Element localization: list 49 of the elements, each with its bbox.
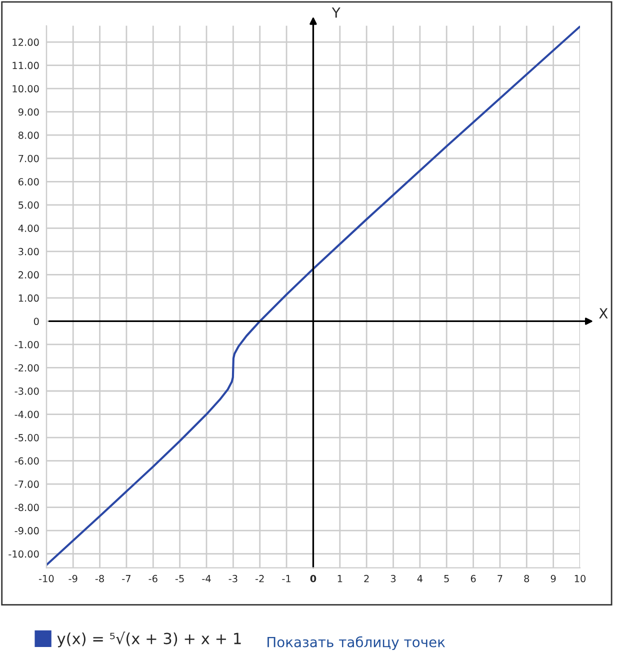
y-tick-label: 10.00 xyxy=(12,85,39,92)
x-tick-label: 4 xyxy=(417,575,422,582)
y-tick-label: 3.00 xyxy=(18,248,39,256)
y-tick-label: 4.00 xyxy=(18,224,39,232)
x-tick-label: 6 xyxy=(470,574,476,582)
y-tick-label: 6.00 xyxy=(18,178,39,186)
y-tick-label: -6.00 xyxy=(14,457,39,465)
legend-label: y(x) = ⁵√(x + 3) + x + 1 xyxy=(57,632,241,648)
x-tick-label: -6 xyxy=(148,574,158,582)
y-tick-label: 9.00 xyxy=(18,108,39,116)
y-tick-label: 1.00 xyxy=(18,294,39,302)
x-tick-label: -3 xyxy=(228,574,238,582)
y-tick-label: 0 xyxy=(34,318,39,326)
y-tick-label: -4.00 xyxy=(14,410,39,418)
x-tick-label: 5 xyxy=(444,575,449,582)
y-tick-label: 12.00 xyxy=(12,38,39,46)
y-tick-label: -10.00 xyxy=(8,550,39,558)
y-tick-label: -3.00 xyxy=(14,387,39,395)
x-tick-label: 9 xyxy=(550,574,556,582)
y-tick-label: 8.00 xyxy=(18,132,39,139)
x-tick-label: -4 xyxy=(202,575,211,582)
x-tick-label: 3 xyxy=(390,574,396,582)
line-series xyxy=(46,26,580,566)
y-tick-label: 5.00 xyxy=(18,201,39,209)
y-axis-title: Y xyxy=(332,8,340,18)
x-tick-label: 2 xyxy=(364,574,369,582)
x-tick-label: -1 xyxy=(282,575,290,582)
y-tick-label: 11.00 xyxy=(12,62,39,70)
y-tick-label: -1.00 xyxy=(14,340,39,348)
x-tick-label: -9 xyxy=(68,574,78,582)
text: Показать таблицу точек xyxy=(268,636,446,650)
y-tick-label: -7.00 xyxy=(14,480,39,488)
x-tick-label: 1 xyxy=(338,575,342,582)
x-tick-label: 8 xyxy=(524,574,530,582)
y-tick-label: 2.00 xyxy=(18,271,39,279)
y-tick-label: -9.00 xyxy=(14,527,39,534)
x-tick-label: -2 xyxy=(255,574,264,582)
x-tick-label: -5 xyxy=(175,575,184,582)
y-tick-label: 7.00 xyxy=(18,154,39,162)
y-tick-label: -8.00 xyxy=(14,504,39,512)
x-axis-title: X xyxy=(599,308,608,318)
x-tick-label: 7 xyxy=(498,575,502,582)
x-tick-label: -10 xyxy=(38,574,54,582)
x-tick-label: -8 xyxy=(95,574,104,582)
x-tick-label: -7 xyxy=(122,575,130,582)
x-tick-label: 10 xyxy=(574,574,586,582)
y-tick-label: -2.00 xyxy=(14,364,39,372)
x-tick-label: 0 xyxy=(310,574,316,582)
y-tick-label: -5.00 xyxy=(14,434,39,442)
